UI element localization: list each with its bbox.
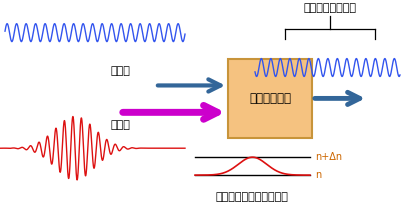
Text: 光による位相変調: 光による位相変調 (303, 3, 356, 13)
Text: 励起光による屈折率変化: 励起光による屈折率変化 (215, 192, 288, 202)
Text: 光非線形媒質: 光非線形媒質 (248, 92, 290, 105)
Text: 信号光: 信号光 (110, 66, 130, 76)
Text: n+Δn: n+Δn (314, 152, 341, 162)
Text: n: n (314, 170, 320, 180)
Text: 励起光: 励起光 (110, 120, 130, 130)
Bar (227, 59, 311, 138)
